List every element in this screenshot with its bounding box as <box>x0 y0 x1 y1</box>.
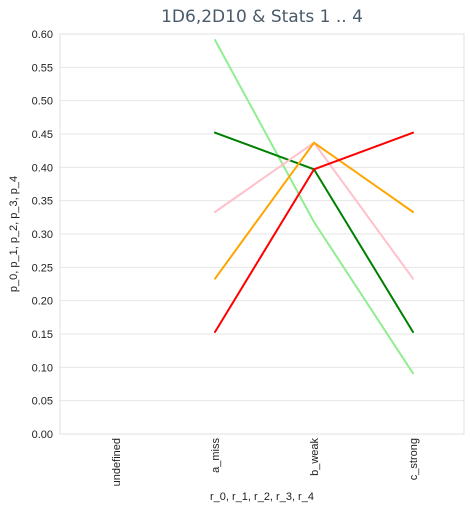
y-tick-label: 0.40 <box>32 162 53 174</box>
x-tick-label: a_miss <box>210 438 222 473</box>
series-line-1 <box>214 131 414 333</box>
x-tick-label: undefined <box>111 438 123 486</box>
plot-frame <box>59 33 465 435</box>
series-lines <box>214 39 414 375</box>
series-line-2 <box>214 141 414 280</box>
x-axis-label: r_0, r_1, r_2, r_3, r_4 <box>210 491 314 503</box>
x-tick-label: c_strong <box>408 438 420 480</box>
y-axis-label: p_0, p_1, p_2, p_3, p_4 <box>8 176 20 292</box>
y-tick-label: 0.00 <box>32 429 53 441</box>
y-tick-label: 0.55 <box>32 62 53 74</box>
series-line-3 <box>214 141 414 280</box>
y-tick-label: 0.30 <box>32 229 53 241</box>
y-tick-label: 0.60 <box>32 29 53 41</box>
series-line-4 <box>214 131 414 333</box>
chart-title: 1D6,2D10 & Stats 1 .. 4 <box>161 7 363 27</box>
y-tick-label: 0.45 <box>32 129 53 141</box>
y-tick-label: 0.50 <box>32 96 53 108</box>
grid <box>60 33 464 435</box>
x-axis-ticks: undefined a_miss b_weak c_strong <box>111 438 420 487</box>
x-tick-label: b_weak <box>309 438 321 476</box>
y-tick-label: 0.35 <box>32 196 53 208</box>
y-tick-label: 0.10 <box>32 362 53 374</box>
y-tick-label: 0.05 <box>32 396 53 408</box>
y-tick-label: 0.20 <box>32 296 53 308</box>
series-line-0 <box>214 39 414 375</box>
y-axis-ticks: 0.00 0.05 0.10 0.15 0.20 0.25 0.30 0.35 0.40 0.45… <box>32 29 53 441</box>
y-tick-label: 0.15 <box>32 329 53 341</box>
y-tick-label: 0.25 <box>32 262 53 274</box>
